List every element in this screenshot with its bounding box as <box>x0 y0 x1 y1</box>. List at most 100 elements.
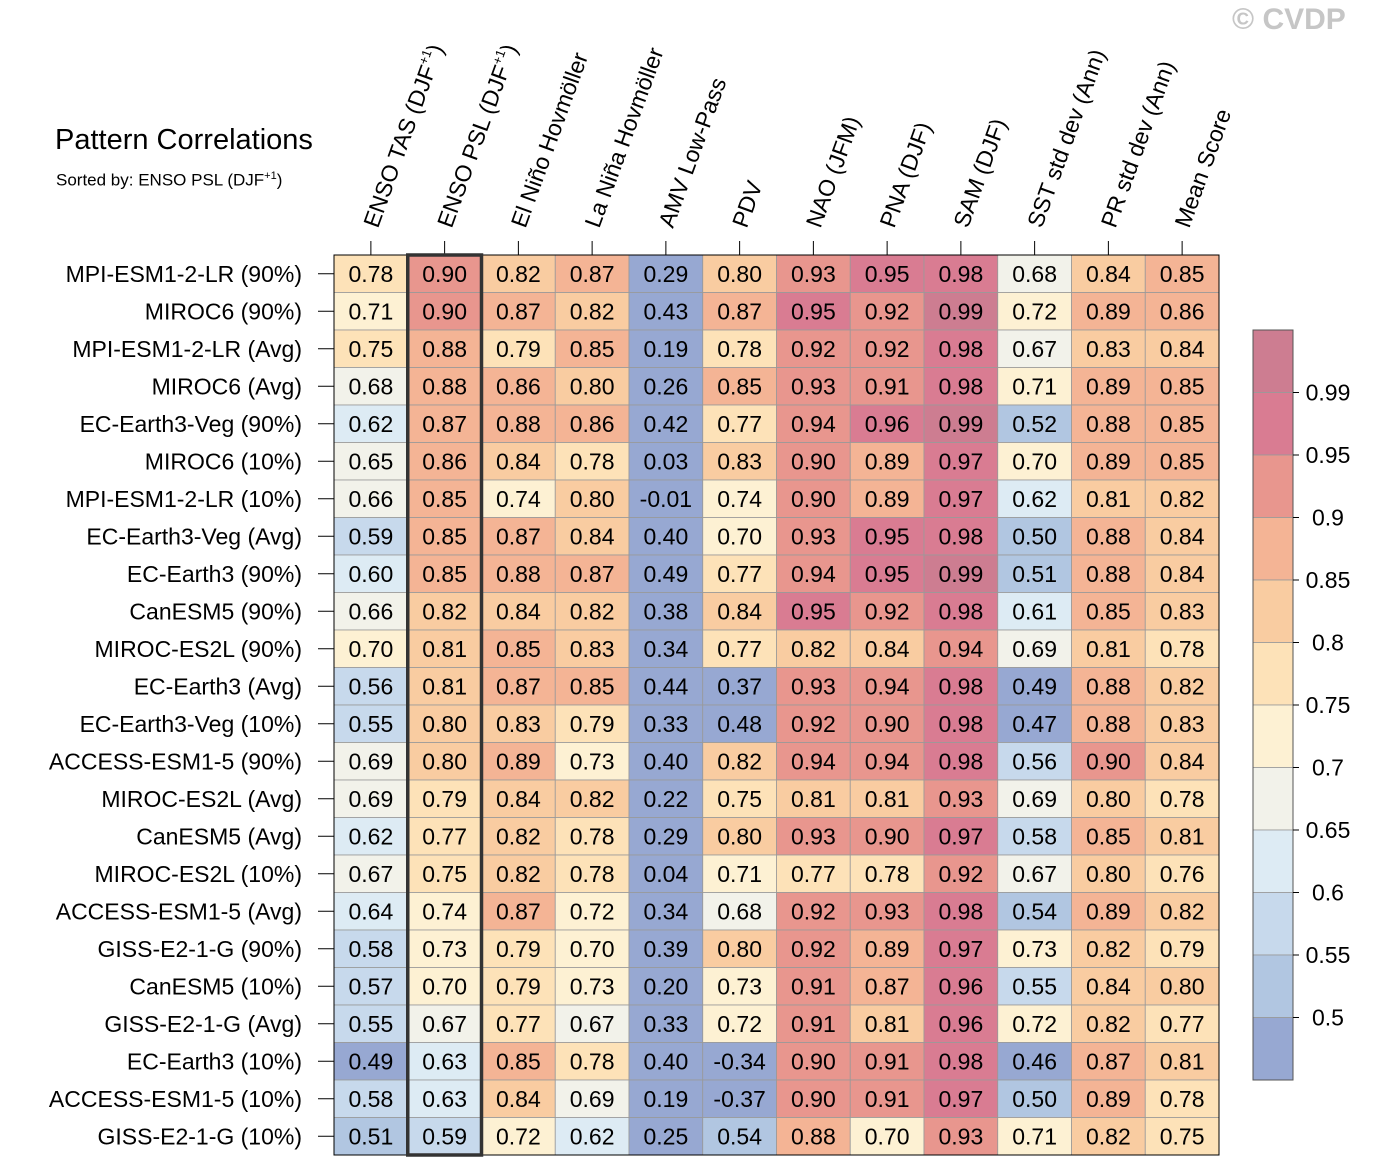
cell-value: 0.98 <box>938 1048 983 1074</box>
cell-value: 0.70 <box>865 1123 910 1149</box>
heatmap-cell <box>776 817 851 856</box>
heatmap-cell <box>407 704 482 743</box>
cell-value: 0.69 <box>348 786 393 812</box>
cell-value: 0.55 <box>348 1011 393 1037</box>
cell-value: 0.80 <box>1160 973 1205 999</box>
heatmap-cell <box>849 892 925 931</box>
cell-value: 0.96 <box>938 973 983 999</box>
cell-value: 0.25 <box>643 1123 688 1149</box>
cell-value: 0.92 <box>791 336 836 362</box>
heatmap-cell <box>1071 667 1146 706</box>
heatmap-cell <box>702 704 777 743</box>
row-label: MIROC6 (90%) <box>145 298 302 324</box>
heatmap-cell <box>776 1117 851 1156</box>
cell-value: 0.34 <box>643 898 688 924</box>
cell-value: 0.90 <box>1086 748 1131 774</box>
heatmap-cell <box>923 592 999 631</box>
colorbar-label: 0.99 <box>1306 380 1351 406</box>
heatmap-cell <box>1144 892 1220 931</box>
cell-value: 0.19 <box>643 1086 688 1112</box>
colorbar: 0.99 0.95 0.9 0.85 0.8 0.75 0.7 0.65 0.6 0.55 0.5 <box>1252 329 1351 1081</box>
heatmap-cell <box>333 329 409 368</box>
subtitle-superscript: +1 <box>264 170 277 182</box>
heatmap-cell <box>923 442 999 481</box>
heatmap-cell <box>407 892 482 931</box>
row-label: ACCESS-ESM1-5 (10%) <box>49 1086 302 1112</box>
cell-value: 0.71 <box>348 298 393 324</box>
colorbar-label: 0.8 <box>1312 630 1344 656</box>
cell-value: 0.83 <box>1086 336 1131 362</box>
cell-value: 0.93 <box>791 261 836 287</box>
heatmap-cell <box>1144 779 1220 818</box>
cell-value: 0.85 <box>1160 448 1205 474</box>
cell-value: 0.84 <box>1160 748 1205 774</box>
cell-value: 0.89 <box>865 486 910 512</box>
cell-value: 0.88 <box>1086 711 1131 737</box>
heatmap-cell <box>333 1042 409 1081</box>
cell-value: 0.58 <box>348 936 393 962</box>
heatmap-cell <box>333 442 409 481</box>
heatmap-cell <box>997 442 1072 481</box>
cell-value: 0.91 <box>791 1011 836 1037</box>
cell-value: 0.84 <box>865 636 910 662</box>
cell-value: 0.87 <box>496 898 541 924</box>
cell-value: 0.62 <box>1012 486 1057 512</box>
colorbar-label: 0.9 <box>1312 505 1344 531</box>
cell-value: 0.90 <box>422 298 467 324</box>
column-header: El Niño Hovmöller <box>506 49 593 231</box>
colorbar-label: 0.6 <box>1312 880 1344 906</box>
cell-value: 0.87 <box>496 523 541 549</box>
cell-value: 0.98 <box>938 373 983 399</box>
cell-value: 0.91 <box>791 973 836 999</box>
row-label: MPI-ESM1-2-LR (Avg) <box>72 336 302 362</box>
cell-value: 0.88 <box>791 1123 836 1149</box>
cell-value: 0.72 <box>1012 1011 1057 1037</box>
heatmap-cell <box>849 479 925 518</box>
heatmap-cell <box>407 929 482 968</box>
row-label: MIROC-ES2L (10%) <box>95 861 302 887</box>
cell-value: 0.97 <box>938 486 983 512</box>
heatmap-cell <box>1144 404 1220 443</box>
cell-value: 0.75 <box>717 786 762 812</box>
colorbar-label: 0.95 <box>1306 442 1351 468</box>
cell-value: 0.78 <box>865 861 910 887</box>
row-label: MPI-ESM1-2-LR (90%) <box>66 261 302 287</box>
cell-value: 0.85 <box>422 486 467 512</box>
cell-value: 0.04 <box>643 861 688 887</box>
cvdp-watermark: © CVDP <box>1232 3 1346 36</box>
heatmap-cell <box>407 629 482 668</box>
cell-value: 0.78 <box>1160 786 1205 812</box>
heatmap-cell <box>481 1117 556 1156</box>
cell-value: 0.70 <box>1012 448 1057 474</box>
cell-value: 0.71 <box>1012 1123 1057 1149</box>
heatmap-cell <box>776 517 851 556</box>
heatmap-cell <box>554 292 630 331</box>
column-header: La Niña Hovmöller <box>579 44 668 231</box>
heatmap-cell <box>702 629 777 668</box>
heatmap-cell <box>776 329 851 368</box>
cell-value: 0.80 <box>1086 861 1131 887</box>
heatmap-cell <box>849 292 925 331</box>
chart-subtitle: Sorted by: ENSO PSL (DJF+1) <box>56 170 282 191</box>
heatmap-cell <box>628 592 704 631</box>
cell-value: 0.69 <box>1012 786 1057 812</box>
column-header: AMV Low-Pass <box>653 74 731 231</box>
cell-value: 0.99 <box>938 411 983 437</box>
cell-value: 0.68 <box>348 373 393 399</box>
colorbar-segment <box>1252 1017 1294 1081</box>
heatmap-cell <box>1144 367 1220 406</box>
cell-value: 0.59 <box>422 1123 467 1149</box>
cell-value: 0.82 <box>1160 673 1205 699</box>
heatmap-cell <box>333 1079 409 1118</box>
row-label: CanESM5 (Avg) <box>136 823 302 849</box>
heatmap-cell <box>1071 554 1146 593</box>
heatmap-cell <box>333 517 409 556</box>
cell-value: 0.70 <box>422 973 467 999</box>
chart-title: Pattern Correlations <box>55 124 313 156</box>
cell-value: 0.51 <box>1012 561 1057 587</box>
heatmap-cell <box>481 1042 556 1081</box>
cell-value: 0.83 <box>717 448 762 474</box>
cell-value: 0.95 <box>865 523 910 549</box>
heatmap-cell <box>1144 479 1220 518</box>
heatmap-cell <box>1144 1117 1220 1156</box>
